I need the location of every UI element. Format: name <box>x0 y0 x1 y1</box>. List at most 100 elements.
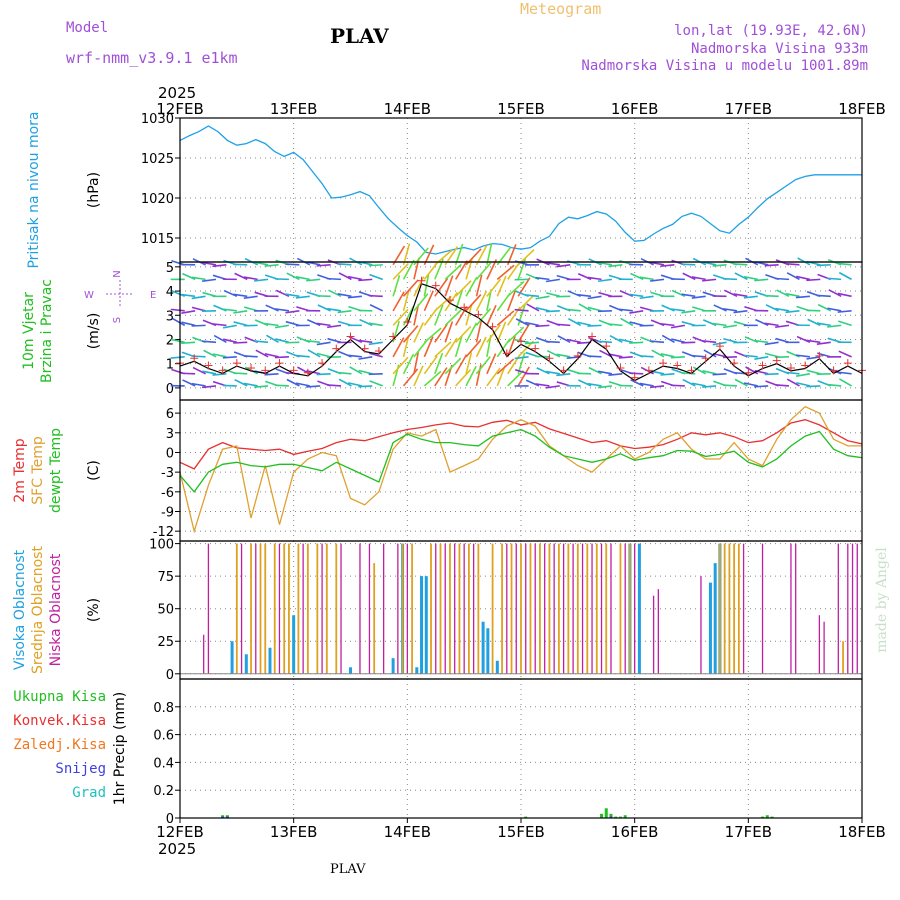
wind-barb <box>402 289 410 312</box>
wind-barb <box>316 264 331 267</box>
wind-barb <box>517 366 530 387</box>
y-tick-label: 0.2 <box>153 784 174 799</box>
x-tick-label-bottom: 16FEB <box>611 823 658 841</box>
wind-barb <box>691 382 706 387</box>
wind-barb <box>358 278 373 282</box>
wind-barb <box>733 310 748 314</box>
wind-barb <box>444 275 454 297</box>
wind-barb <box>722 277 738 281</box>
wind-barb <box>496 321 507 343</box>
wind-barb <box>274 308 290 312</box>
wind-barb <box>545 262 560 266</box>
wind-barb <box>764 322 779 327</box>
wind-barb <box>202 261 217 266</box>
y-tick-label: 0 <box>166 446 174 461</box>
wind-barb <box>681 321 696 327</box>
wind-barb <box>402 259 415 280</box>
wind-barb <box>369 380 383 387</box>
model-label: Model <box>66 20 109 36</box>
gust-marker <box>502 349 511 358</box>
wind-barb <box>661 334 675 344</box>
wind-barb <box>837 262 852 266</box>
x-tick-label-top: 14FEB <box>384 100 431 118</box>
compass-west-label: W <box>84 290 94 301</box>
wind-barb <box>233 263 248 266</box>
gust-marker <box>588 332 597 341</box>
precip-legend-label: Grad <box>72 785 106 801</box>
wind-barb <box>254 385 269 389</box>
y-tick-label: -9 <box>161 505 174 520</box>
wind-barb <box>392 308 409 326</box>
wind-barb <box>650 278 665 282</box>
wind-barb <box>587 324 602 327</box>
wind-barb <box>223 338 238 344</box>
wind-barb <box>413 303 420 326</box>
panel-side-label: Visoka Oblacnost <box>12 549 28 670</box>
y-tick-label: 0.6 <box>153 729 174 744</box>
wind-barb <box>755 318 769 327</box>
wind-barb <box>681 263 696 266</box>
wind-barb <box>796 275 811 281</box>
y-tick-label: 0 <box>166 812 174 827</box>
wind-barb <box>337 293 352 298</box>
wind-barb <box>295 295 310 299</box>
gust-marker <box>602 342 611 351</box>
gust-marker <box>204 361 213 370</box>
precip-bar-snow <box>221 816 225 818</box>
wind-barb <box>681 310 696 314</box>
y-tick-label: 3 <box>166 427 174 442</box>
wind-barb <box>712 322 727 327</box>
wind-barb <box>566 308 581 312</box>
panel-side-label: dewpt Temp <box>48 428 64 513</box>
wind-barb <box>434 304 444 326</box>
wind-barb <box>723 338 738 344</box>
wind-barb <box>358 385 373 388</box>
wind-barb <box>465 294 482 312</box>
wind-barb <box>837 292 852 298</box>
wind-barb <box>733 293 748 298</box>
wind-barb <box>806 356 821 360</box>
compass-east-label: E <box>150 290 156 301</box>
wind-barb <box>347 295 362 299</box>
wind-barb <box>191 276 206 281</box>
wind-barb <box>327 384 342 387</box>
wind-barb <box>515 318 529 327</box>
wind-barb <box>786 272 800 281</box>
gust-marker <box>772 356 781 365</box>
wind-barb <box>358 339 373 344</box>
wind-barb <box>608 353 623 358</box>
gust-marker <box>360 344 369 353</box>
station-title: PLAV <box>330 24 389 48</box>
wind-barb <box>629 321 644 327</box>
wind-barb <box>545 310 560 313</box>
wind-barb <box>764 341 779 346</box>
wind-barb <box>535 276 550 281</box>
wind-barb <box>455 369 472 387</box>
wind-barb <box>475 364 482 387</box>
wind-barb <box>743 275 758 281</box>
wind-barb <box>222 356 237 359</box>
gust-marker <box>616 363 625 372</box>
wind-barb <box>475 356 491 375</box>
wind-barb <box>486 324 501 343</box>
gust-marker <box>474 310 483 319</box>
wind-barb <box>795 373 811 378</box>
wind-barb <box>454 306 468 326</box>
wind-barb <box>368 372 383 376</box>
series-line-pressure <box>179 125 862 255</box>
wind-barb <box>556 372 571 377</box>
x-tick-label-top: 17FEB <box>725 100 772 118</box>
wind-barb <box>234 272 248 281</box>
precip-bar-total_rain <box>524 816 528 818</box>
gust-marker <box>517 337 525 346</box>
wind-barb <box>517 304 526 326</box>
wind-barb <box>785 310 800 314</box>
wind-barb <box>764 372 779 376</box>
wind-barb <box>639 355 654 358</box>
wind-barb <box>465 352 473 374</box>
y-tick-label: 6 <box>166 407 174 422</box>
gust-marker <box>630 373 639 382</box>
wind-barb <box>827 307 842 312</box>
wind-barb <box>392 262 409 280</box>
